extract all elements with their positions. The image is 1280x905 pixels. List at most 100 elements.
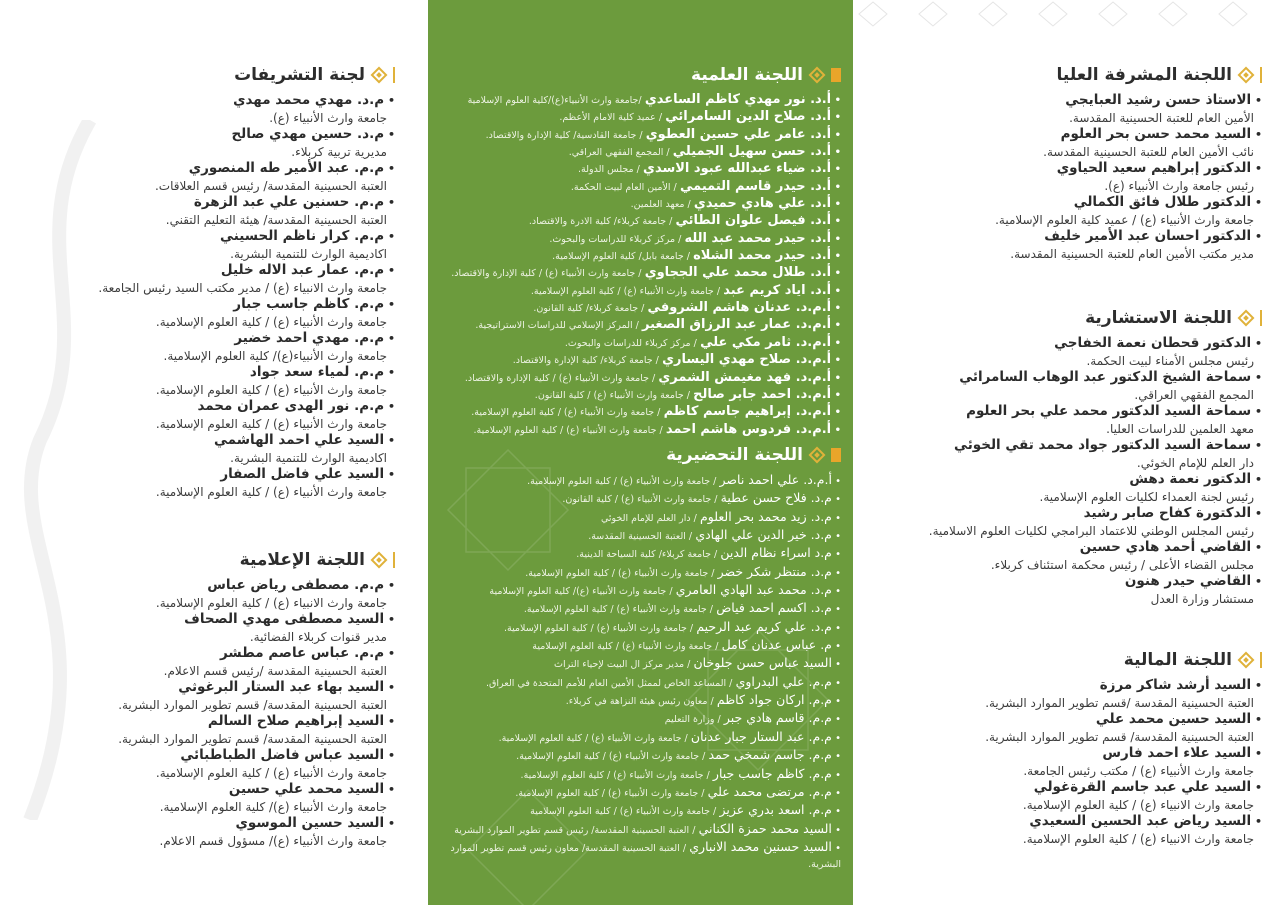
member-affiliation: / العتبة الحسينية المقدسة/ رئيس قسم تطوي… [454,824,696,836]
accent-bar [831,448,841,462]
member-name: م.م. كاظم جاسب جبار [713,766,841,781]
member-name: م.م. نور الهدى عمران محمد [95,398,395,416]
section-title: اللجنة المشرفة العليا [882,64,1262,86]
list-item: أ.م.د. عدنان هاشم الشروفي / جامعة كربلاء… [441,300,841,317]
member-name: م.م. كرار ناظم الحسيني [95,228,395,246]
member-affiliation: / جامعة وارث الأنبياء (ع) / كلية العلوم … [471,407,661,419]
member-name: السيد علي عبد جاسم القرةغولي [882,779,1262,797]
member-affiliation: العتبة الحسينية المقدسة/ قسم تطوير الموا… [985,729,1254,744]
list-item: م.د. فلاح حسن عطية / جامعة وارث الأنبياء… [441,490,841,508]
member-name: م.م. علي البدراوي [736,674,841,689]
member-affiliation: / جامعة القادسية/ كلية الإدارة والاقتصاد… [485,129,643,141]
member-name: أ.د. حيدر قاسم التميمي [680,179,841,194]
list-item: سماحة السيد الدكتور محمد علي بحر العلومم… [862,403,1262,437]
member-name: القاضي أحمد هادي حسين [862,539,1262,557]
member-affiliation: الأمين العام للعتبة الحسينية المقدسة. [1069,110,1254,125]
list-item: م.د. علي كريم عبد الرحيم / جامعة وارث ال… [441,619,841,637]
member-affiliation: / المجمع الفقهي العراقي. [568,147,670,159]
list-item: أ.د. حيدر قاسم التميمي / الأمين العام لب… [441,179,841,196]
accent-bar [1260,310,1262,326]
list-item: السيد محمد حمزة الكناني / العتبة الحسيني… [441,821,841,839]
list-item: م.د. زيد محمد بحر العلوم / دار العلم للإ… [441,509,841,527]
member-affiliation: / جامعة وارث الأنبياء (ع) / كلية العلوم … [473,424,663,436]
member-affiliation: / مجلس الدولة. [578,164,640,176]
member-name: م.م. عبد الأمير طه المنصوري [95,160,395,178]
member-name: السيد أرشد شاكر مرزة [882,677,1262,695]
member-name: السيد علي فاضل الصفار [95,466,395,484]
member-name: أ.م.د. عدنان هاشم الشروفي [648,300,841,315]
member-affiliation: جامعة وارث الأنبياء (ع)/ كلية العلوم الإ… [159,799,387,814]
member-affiliation: / جامعة وارث الأنبياء (ع) / كلية العلوم … [530,806,717,818]
member-name: الدكتور احسان عبد الأمير خليف [882,228,1262,246]
member-name: الدكتور إبراهيم سعيد الحياوي [882,160,1262,178]
member-affiliation: / جامعة وارث الأنبياء (ع) / كلية العلوم … [515,787,705,799]
member-affiliation: العتبة الحسينية المقدسة /قسم تطوير الموا… [985,695,1254,710]
section-title: اللجنة الاستشارية [862,307,1262,329]
geometric-pattern [446,448,830,905]
section-title: اللجنة التحضيرية [441,444,841,466]
member-affiliation: / جامعة كربلاء/ كلية القانون. [533,303,645,315]
member-affiliation: معهد العلمين للدراسات العليا. [1106,421,1254,436]
member-name: الدكتور قحطان نعمة الخفاجي [862,335,1262,353]
list-item: م.م. اركان جواد كاظم / معاون رئيس هيئة ا… [441,692,841,710]
member-name: م.د. فلاح حسن عطية [721,490,841,505]
accent-bar [1260,652,1262,668]
member-affiliation: / جامعة كربلاء/ كلية الادرة والاقتصاد. [528,216,673,228]
section-heading: لجنة التشريفات [234,65,365,85]
list-item: أ.م.د. صلاح مهدي اليساري / جامعة كربلاء/… [441,352,841,369]
list-item: أ.د. عامر علي حسين العطوي / جامعة القادس… [441,127,841,144]
list-item: السيد عباس حسن جلوخان / مدير مركز ال الب… [441,655,841,673]
section-title: اللجنة الإعلامية [95,549,395,571]
list-item: أ.م.د. فردوس هاشم احمد / جامعة وارث الأن… [441,422,842,439]
member-affiliation: رئيس لجنة العمداء لكليات العلوم الإسلامي… [1039,489,1254,504]
member-name: م.م. حسنين علي عبد الزهرة [95,194,395,212]
member-affiliation: / المركز الإسلامي للدراسات الاستراتيجية. [475,320,639,332]
member-name: م.م. اركان جواد كاظم [717,692,841,707]
list-item: أ.د. حيدر محمد عبد الله / مركز كربلاء لل… [441,231,841,248]
member-name: السيد إبراهيم صلاح السالم [95,713,395,731]
member-name: أ.م.د. فردوس هاشم احمد [666,422,841,437]
member-affiliation: / الأمين العام لبيت الحكمة. [570,181,677,193]
member-affiliation: / جامعة وارث الأنبياء (ع) / كلية الإدارة… [451,268,642,280]
member-name: السيد عباس حسن جلوخان [694,655,842,670]
member-name: السيد بهاء عبد الستار البرغوثي [95,679,395,697]
list-item: م.د اسراء نظام الدين / جامعة كربلاء/ كلي… [441,545,841,563]
member-affiliation: / جامعة وارث الأنبياء (ع) / كلية العلوم … [516,751,706,763]
member-affiliation: جامعة وارث الأنبياء (ع) / كلية العلوم ال… [155,765,387,780]
member-affiliation: / جامعة وارث الأنبياء (ع) / كلية العلوم … [532,641,719,653]
member-name: أ.م.د. علي احمد ناصر [720,472,842,487]
member-name: أ.د. حيدر محمد الشلاه [693,248,841,263]
accent-bar [1260,67,1262,83]
member-affiliation: / دار العلم للإمام الخوئي [600,512,697,524]
member-affiliation: جامعة وارث الأنبياء (ع)/ مسؤول قسم الاعل… [159,833,387,848]
member-affiliation: جامعة وارث الأنبياء (ع) / كلية العلوم ال… [155,484,387,499]
member-name: م.م. كاظم جاسب جبار [95,296,395,314]
member-affiliation: جامعة وارث الأنبياء (ع) / عميد كلية العل… [995,212,1254,227]
member-name: أ.د. علي هادي حميدي [694,196,841,211]
member-name: أ.د. ضياء عبدالله عبود الاسدي [643,161,841,176]
member-affiliation: / المساعد الخاص لممثل الأمين العام للأمم… [486,677,733,689]
member-affiliation: / العتبة الحسينية المقدسة. [588,531,693,543]
section-advisory-committee: اللجنة الاستشارية الدكتور قحطان نعمة الخف… [862,307,1262,607]
list-item: م.د. محمد عبد الهادي العامري / جامعة وار… [441,582,841,600]
section-heading: اللجنة الاستشارية [1085,308,1232,328]
member-name: سماحة السيد الدكتور جواد محمد تقي الخوئي [862,437,1262,455]
member-affiliation: / عميد كلية الامام الأعظم. [559,112,663,124]
list-item: أ.د. حيدر محمد الشلاه / جامعة بابل/ كلية… [441,248,841,265]
member-affiliation: جامعة وارث الانبياء (ع) / كلية العلوم ال… [155,595,387,610]
member-name: أ.م.د. فهد مغيمش الشمري [658,370,841,385]
member-affiliation: مجلس القضاء الأعلى / رئيس محكمة استئناف … [990,557,1254,572]
